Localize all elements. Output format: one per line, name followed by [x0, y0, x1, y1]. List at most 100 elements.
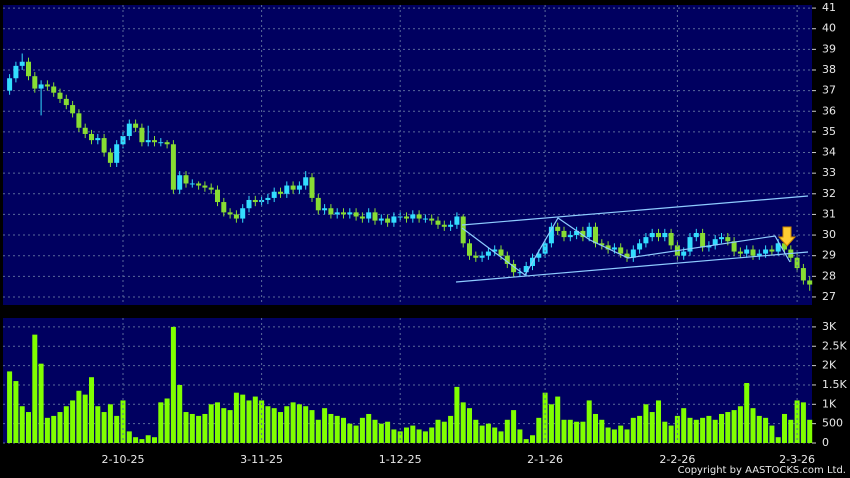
volume-bar	[656, 400, 661, 443]
candle-body	[378, 218, 384, 221]
volume-bar	[208, 404, 214, 443]
candle-body	[70, 105, 76, 114]
candle-body	[290, 185, 296, 190]
candle-body	[624, 253, 630, 258]
volume-bar	[599, 419, 605, 443]
volume-bar	[731, 410, 737, 443]
volume-bar	[567, 419, 573, 443]
candle-body	[448, 224, 454, 227]
candle-body	[315, 197, 321, 211]
candle-body	[347, 212, 353, 215]
candle-body	[76, 113, 82, 128]
volume-bar	[57, 412, 63, 443]
volume-bar	[807, 419, 813, 443]
y-tick-label: 34	[822, 146, 836, 159]
volume-bar	[114, 415, 120, 443]
candle-body	[196, 183, 202, 186]
volume-bar	[366, 413, 372, 443]
volume-bar	[259, 400, 265, 443]
candle-body	[215, 189, 220, 203]
volume-bar	[177, 384, 183, 443]
candle-body	[800, 268, 806, 281]
volume-bar	[422, 431, 428, 443]
volume-bar	[82, 394, 88, 443]
volume-bar	[271, 408, 277, 443]
volume-bar	[769, 425, 775, 443]
volume-bar	[687, 417, 693, 443]
volume-bar	[643, 404, 649, 443]
candle-body	[139, 127, 145, 143]
candle-body	[296, 185, 302, 190]
candle-body	[240, 208, 246, 219]
volume-bar	[511, 410, 517, 443]
volume-bar	[492, 427, 498, 443]
volume-bar	[13, 381, 19, 443]
volume-bar	[164, 398, 170, 443]
candle-body	[341, 212, 346, 215]
volume-bar	[517, 429, 523, 443]
candle-body	[498, 249, 504, 256]
y-tick-label: 1K	[822, 397, 837, 410]
volume-bar	[460, 402, 466, 443]
y-tick-label: 29	[822, 249, 836, 262]
candle-body	[593, 226, 598, 244]
candle-body	[807, 280, 813, 285]
volume-bar	[649, 412, 655, 443]
candle-body	[605, 245, 611, 250]
volume-bar	[630, 417, 636, 443]
volume-bar	[586, 400, 592, 443]
candle-body	[145, 140, 151, 143]
candle-body	[82, 127, 88, 134]
volume-bar	[347, 423, 353, 443]
volume-bar	[215, 402, 220, 443]
candle-body	[416, 214, 422, 219]
volume-bar	[416, 429, 422, 443]
candle-body	[133, 123, 139, 128]
y-tick-label: 27	[822, 290, 836, 303]
candle-body	[731, 241, 737, 252]
zigzag-line	[461, 217, 791, 276]
candle-body	[366, 212, 372, 219]
volume-bar	[719, 413, 724, 443]
volume-bar	[196, 415, 202, 443]
candle-body	[523, 266, 529, 273]
volume-bar	[233, 392, 239, 443]
volume-bar	[523, 439, 529, 443]
candle-body	[202, 185, 208, 188]
volume-bar	[227, 410, 233, 443]
candle-body	[794, 257, 800, 269]
volume-bar	[158, 402, 164, 443]
candle-body	[189, 183, 195, 185]
volume-bar	[504, 419, 510, 443]
volume-bar	[700, 417, 706, 443]
candle-body	[454, 216, 460, 225]
volume-bar	[189, 413, 195, 443]
volume-bar	[32, 334, 38, 443]
y-tick-label: 2.5K	[822, 339, 847, 352]
candle-body	[177, 175, 183, 190]
candle-body	[51, 86, 57, 93]
candle-body	[719, 237, 724, 240]
candle-body	[630, 249, 636, 258]
volume-bar	[145, 435, 151, 443]
candle-body	[737, 251, 743, 254]
volume-bar	[473, 419, 479, 443]
volume-bar	[479, 425, 485, 443]
candle-body	[252, 199, 258, 203]
candle-body	[574, 230, 580, 236]
candle-body	[492, 249, 498, 252]
volume-bar	[593, 413, 598, 443]
volume-bar	[454, 386, 460, 443]
volume-bar	[7, 371, 13, 443]
volume-bar	[391, 429, 397, 443]
volume-bar	[756, 415, 762, 443]
volume-bar	[246, 400, 252, 443]
volume-bar	[63, 406, 69, 443]
volume-bar	[725, 412, 731, 443]
candle-body	[548, 226, 554, 244]
plot-layer: 27 28 29 30 31 32 33 34 35 36 37 38 39 40 41 0 500 1K 1.5K…	[3, 1, 847, 466]
volume-bar	[750, 408, 756, 443]
candle-body	[611, 247, 617, 250]
volume-bar	[341, 417, 346, 443]
volume-bar	[744, 383, 750, 443]
